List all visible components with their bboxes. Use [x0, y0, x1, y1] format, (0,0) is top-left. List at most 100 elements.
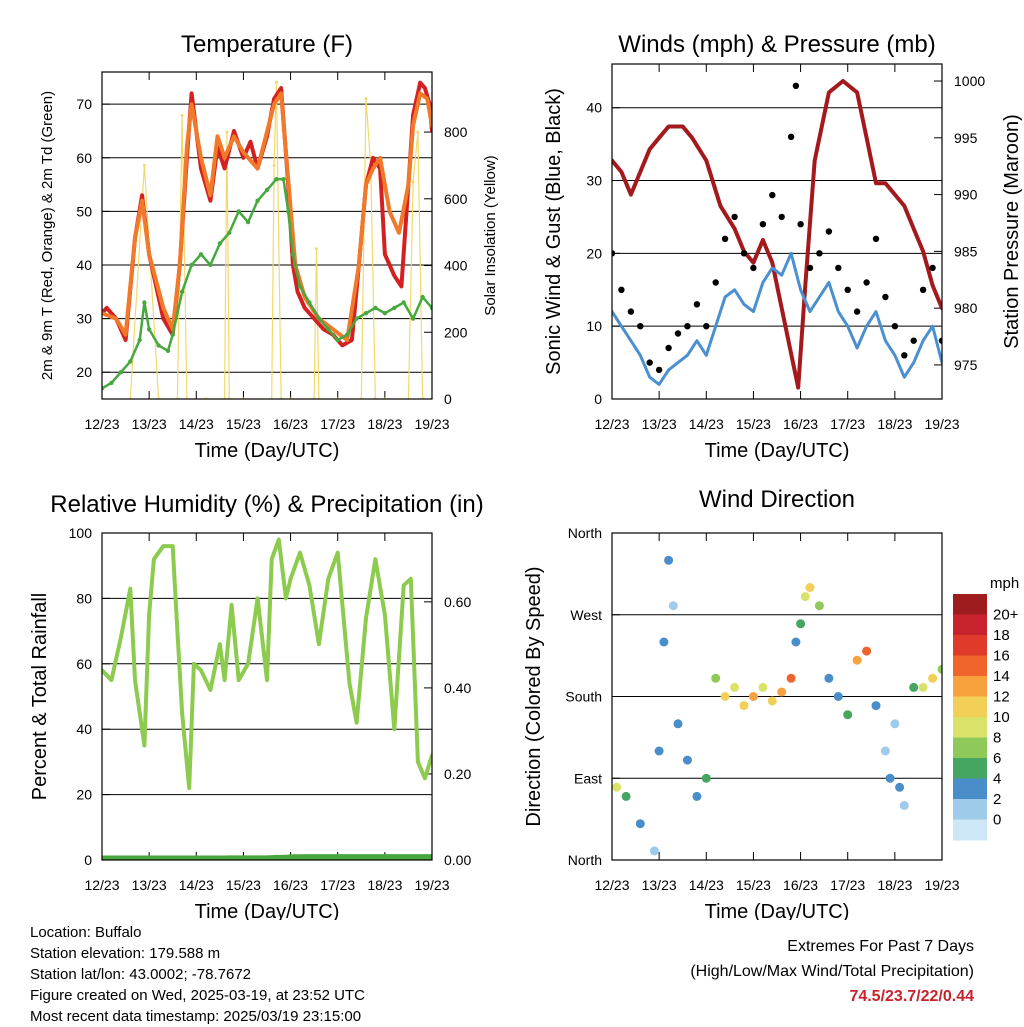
y-tick-label: 80: [76, 590, 92, 606]
legend-swatch: [953, 655, 987, 677]
x-tick-label: 14/23: [179, 877, 214, 893]
x-tick-label: 18/23: [877, 877, 912, 893]
td-point: [307, 300, 312, 305]
y2-tick-label: 200: [444, 324, 468, 340]
chart-marks: [612, 555, 942, 856]
x-tick-label: 15/23: [736, 416, 771, 432]
chart-title: Wind Direction: [699, 486, 855, 513]
legend-label: 0: [993, 812, 1001, 829]
chart-panel-2: Winds (mph) & Pressure (mb) 0 10 20 30 40 975 9…: [543, 31, 1023, 462]
gust-point: [693, 301, 701, 308]
direction-point: [786, 673, 796, 683]
y2-tick-label: 0: [444, 391, 452, 407]
y-axis-label: Percent & Total Rainfall: [29, 593, 51, 801]
direction-point: [880, 746, 890, 756]
td-point: [227, 230, 232, 235]
direction-point: [814, 601, 824, 611]
legend-swatch: [953, 635, 987, 656]
gust-point: [806, 264, 814, 272]
gust-point: [938, 337, 942, 344]
figure-created: Figure created on Wed, 2025-03-19, at 23…: [30, 987, 365, 1004]
chart-marks: [612, 79, 942, 390]
td-point: [274, 177, 279, 182]
legend-swatch: [953, 614, 987, 636]
legend-swatch: [953, 737, 987, 759]
direction-point: [621, 791, 631, 801]
y-tick-label: East: [574, 770, 602, 786]
extremes-box: Extremes For Past 7 Days (High/Low/Max W…: [690, 934, 974, 1009]
direction-point: [800, 592, 810, 602]
legend-label: 20+: [993, 607, 1019, 624]
legend-label: 12: [993, 689, 1010, 706]
y-axis-label: Sonic Wind & Gust (Blue, Black): [543, 88, 565, 375]
chart-title: Relative Humidity (%) & Precipitation (i…: [50, 491, 483, 518]
chart-panel-3: Relative Humidity (%) & Precipitation (i…: [29, 491, 484, 920]
series-point: [225, 130, 229, 134]
direction-point: [909, 682, 919, 692]
gust-point: [844, 286, 851, 293]
gust-point: [882, 293, 889, 301]
gust-point: [816, 250, 823, 257]
direction-point: [720, 692, 730, 701]
direction-point: [664, 555, 674, 565]
x-tick-label: 13/23: [132, 877, 167, 893]
td-point: [118, 370, 124, 375]
gust-point: [778, 213, 785, 221]
series-point: [315, 247, 318, 251]
x-tick-label: 17/23: [320, 877, 355, 893]
gust-point: [797, 221, 804, 228]
x-axis-label: Time (Day/UTC): [195, 901, 340, 920]
chart-title: Temperature (F): [181, 31, 353, 58]
y-tick-label: 40: [586, 100, 602, 116]
td-point: [410, 316, 416, 321]
legend-swatch: [953, 799, 987, 820]
td-point: [264, 187, 270, 193]
gust-point: [929, 264, 936, 272]
series-relative-humidity: [102, 537, 432, 791]
gust-point: [863, 279, 870, 286]
plot-frame: [101, 532, 433, 861]
x-tick-label: 12/23: [84, 416, 119, 432]
x-tick-label: 17/23: [320, 416, 355, 432]
gust-point: [750, 264, 757, 272]
legend-swatch: [953, 819, 987, 841]
legend-swatch: [953, 594, 987, 615]
y2-tick-label: 975: [954, 357, 978, 373]
td-point: [286, 209, 291, 214]
td-point: [255, 198, 260, 203]
td-point: [156, 343, 161, 348]
chart-panel-1: Temperature (F) 20 30 40 50 60 70 0 200 400 600 800…: [39, 31, 499, 462]
td-point: [109, 380, 114, 386]
direction-point: [918, 682, 928, 692]
legend-label: 18: [993, 627, 1010, 644]
y2-tick-label: 800: [444, 124, 468, 140]
x-tick-label: 14/23: [689, 416, 724, 432]
x-tick-label: 15/23: [226, 877, 261, 893]
td-point: [142, 300, 147, 305]
x-tick-label: 14/23: [179, 416, 214, 432]
x-tick-label: 14/23: [689, 877, 724, 893]
x-tick-label: 18/23: [367, 877, 402, 893]
extremes-values: 74.5/23.7/22/0.44: [849, 988, 974, 1005]
gust-point: [910, 337, 917, 344]
td-point: [170, 332, 175, 337]
y2-tick-label: 985: [954, 243, 978, 259]
td-point: [217, 241, 223, 246]
gust-point: [618, 286, 625, 293]
direction-point: [928, 673, 938, 683]
y2-axis-label: Station Pressure (Maroon): [1001, 114, 1023, 349]
direction-point: [824, 673, 834, 683]
plot-frame: [611, 63, 943, 400]
series-sonic-wind: [612, 251, 942, 386]
station-info: Location: Buffalo Station elevation: 179…: [30, 922, 365, 1027]
x-tick-label: 17/23: [830, 877, 865, 893]
direction-point: [668, 601, 678, 611]
x-axis-label: Time (Day/UTC): [195, 440, 340, 462]
gust-point: [792, 82, 800, 90]
td-point: [137, 337, 142, 343]
y2-tick-label: 995: [954, 130, 978, 146]
td-point: [128, 359, 133, 364]
x-tick-label: 15/23: [226, 416, 261, 432]
x-tick-label: 18/23: [367, 416, 402, 432]
y-tick-label: 20: [76, 364, 92, 380]
